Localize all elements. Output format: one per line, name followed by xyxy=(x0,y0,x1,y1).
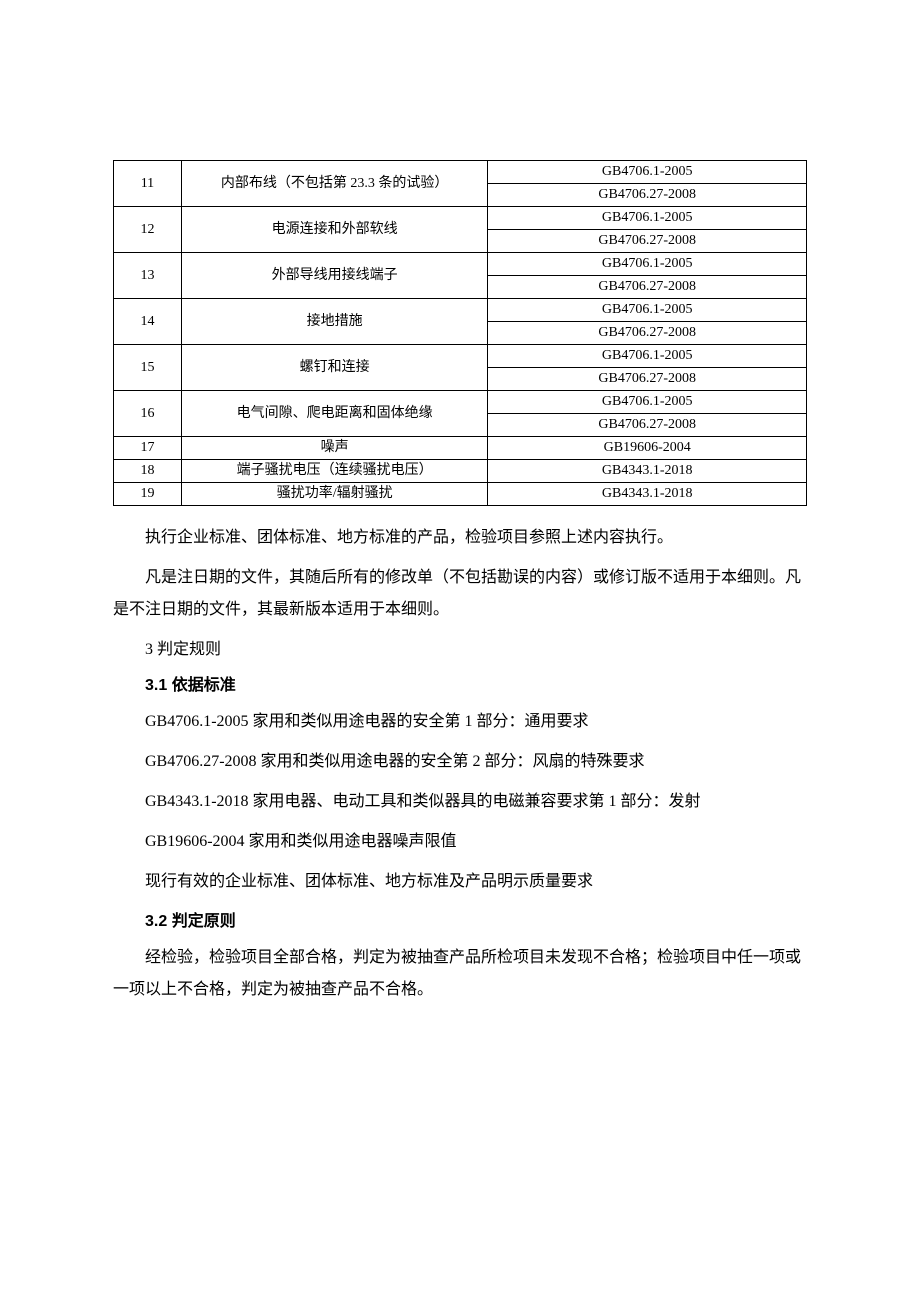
table-row: 16电气间隙、爬电距离和固体绝缘GB4706.1-2005 xyxy=(114,391,807,414)
row-number: 11 xyxy=(114,161,182,207)
row-standard: GB4706.1-2005 xyxy=(488,253,807,276)
standard-line-4: GB19606-2004 家用和类似用途电器噪声限值 xyxy=(113,826,807,858)
row-number: 15 xyxy=(114,345,182,391)
row-standard: GB4706.1-2005 xyxy=(488,299,807,322)
row-number: 13 xyxy=(114,253,182,299)
row-description: 电气间隙、爬电距离和固体绝缘 xyxy=(181,391,488,437)
row-number: 16 xyxy=(114,391,182,437)
standards-table: 11内部布线（不包括第 23.3 条的试验）GB4706.1-2005GB470… xyxy=(113,160,807,506)
standard-line-1: GB4706.1-2005 家用和类似用途电器的安全第 1 部分：通用要求 xyxy=(113,706,807,738)
row-standard: GB4706.1-2005 xyxy=(488,391,807,414)
table-row: 13外部导线用接线端子GB4706.1-2005 xyxy=(114,253,807,276)
paragraph-2: 凡是注日期的文件，其随后所有的修改单（不包括勘误的内容）或修订版不适用于本细则。… xyxy=(113,562,807,626)
row-standard: GB4706.27-2008 xyxy=(488,230,807,253)
standard-line-5: 现行有效的企业标准、团体标准、地方标准及产品明示质量要求 xyxy=(113,866,807,898)
row-number: 18 xyxy=(114,460,182,483)
row-number: 14 xyxy=(114,299,182,345)
row-description: 接地措施 xyxy=(181,299,488,345)
table-row: 14接地措施GB4706.1-2005 xyxy=(114,299,807,322)
row-number: 17 xyxy=(114,437,182,460)
table-row: 15螺钉和连接GB4706.1-2005 xyxy=(114,345,807,368)
row-standard: GB4706.27-2008 xyxy=(488,368,807,391)
table-row: 12电源连接和外部软线GB4706.1-2005 xyxy=(114,207,807,230)
row-description: 端子骚扰电压（连续骚扰电压） xyxy=(181,460,488,483)
row-description: 内部布线（不包括第 23.3 条的试验） xyxy=(181,161,488,207)
row-standard: GB4706.1-2005 xyxy=(488,207,807,230)
row-number: 12 xyxy=(114,207,182,253)
table-row: 17噪声GB19606-2004 xyxy=(114,437,807,460)
row-standard: GB4706.27-2008 xyxy=(488,184,807,207)
row-description: 骚扰功率/辐射骚扰 xyxy=(181,483,488,506)
row-standard: GB4706.27-2008 xyxy=(488,414,807,437)
standard-line-2: GB4706.27-2008 家用和类似用途电器的安全第 2 部分：风扇的特殊要… xyxy=(113,746,807,778)
row-standard: GB4706.27-2008 xyxy=(488,276,807,299)
table-row: 11内部布线（不包括第 23.3 条的试验）GB4706.1-2005 xyxy=(114,161,807,184)
heading-3-2: 3.2 判定原则 xyxy=(113,906,807,938)
row-standard: GB4343.1-2018 xyxy=(488,460,807,483)
section-3-label: 3 判定规则 xyxy=(113,634,807,666)
row-description: 噪声 xyxy=(181,437,488,460)
row-description: 电源连接和外部软线 xyxy=(181,207,488,253)
standard-line-3: GB4343.1-2018 家用电器、电动工具和类似器具的电磁兼容要求第 1 部… xyxy=(113,786,807,818)
row-number: 19 xyxy=(114,483,182,506)
heading-3-1: 3.1 依据标准 xyxy=(113,670,807,702)
table-row: 19骚扰功率/辐射骚扰GB4343.1-2018 xyxy=(114,483,807,506)
table-row: 18端子骚扰电压（连续骚扰电压）GB4343.1-2018 xyxy=(114,460,807,483)
row-description: 外部导线用接线端子 xyxy=(181,253,488,299)
paragraph-1: 执行企业标准、团体标准、地方标准的产品，检验项目参照上述内容执行。 xyxy=(113,522,807,554)
row-description: 螺钉和连接 xyxy=(181,345,488,391)
row-standard: GB4343.1-2018 xyxy=(488,483,807,506)
row-standard: GB4706.27-2008 xyxy=(488,322,807,345)
paragraph-3: 经检验，检验项目全部合格，判定为被抽查产品所检项目未发现不合格；检验项目中任一项… xyxy=(113,942,807,1006)
row-standard: GB4706.1-2005 xyxy=(488,161,807,184)
row-standard: GB4706.1-2005 xyxy=(488,345,807,368)
row-standard: GB19606-2004 xyxy=(488,437,807,460)
